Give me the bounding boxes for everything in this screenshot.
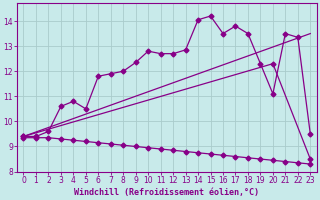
X-axis label: Windchill (Refroidissement éolien,°C): Windchill (Refroidissement éolien,°C)	[74, 188, 260, 197]
